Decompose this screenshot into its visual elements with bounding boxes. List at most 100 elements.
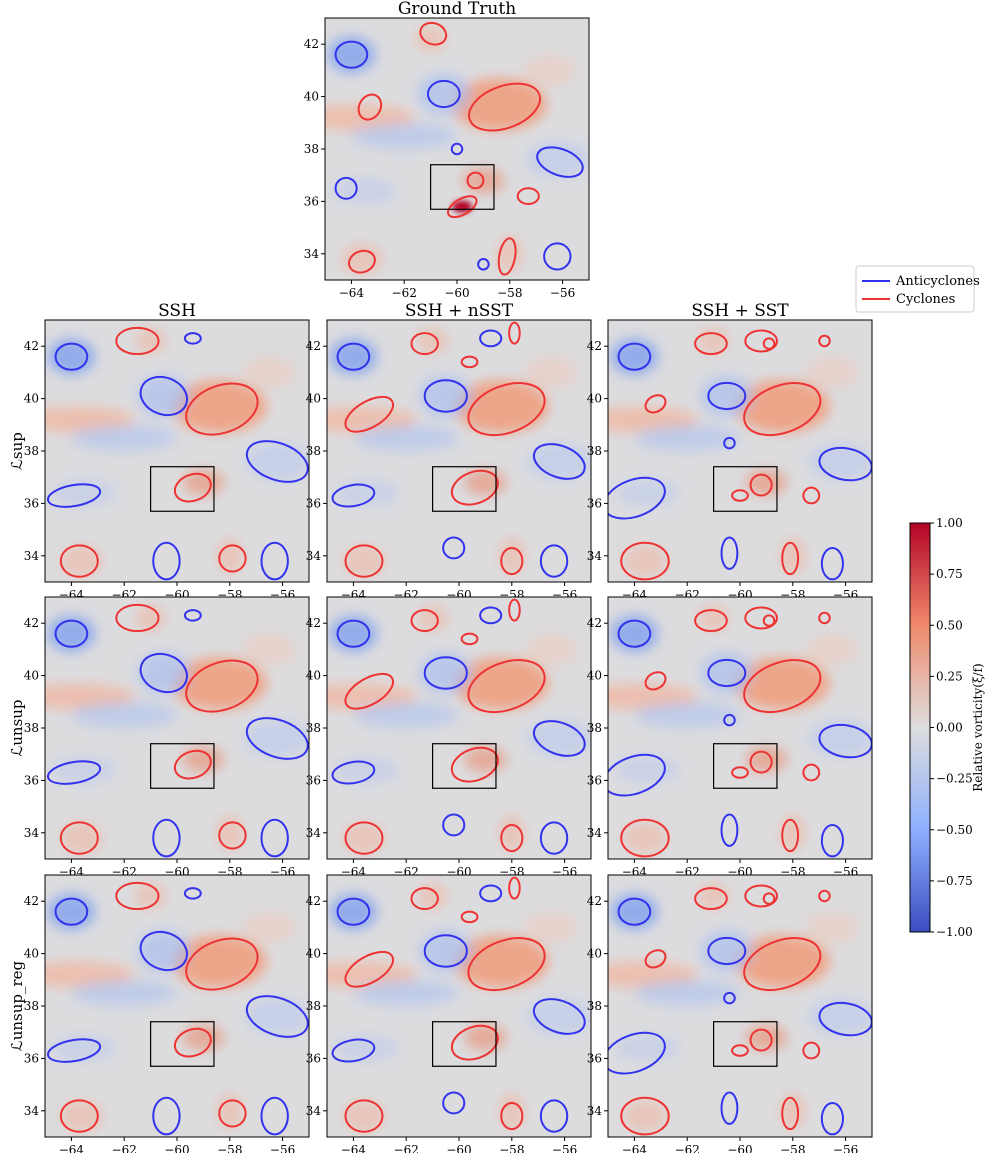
inset-box bbox=[150, 1021, 215, 1067]
x-tick-label: −56 bbox=[270, 1143, 295, 1153]
x-tick-label: −58 bbox=[499, 1143, 524, 1153]
anticyclone-contour bbox=[543, 242, 572, 271]
inset-box bbox=[712, 743, 778, 789]
anticyclone-contour bbox=[260, 1096, 289, 1136]
y-tick-label: 36 bbox=[304, 194, 319, 208]
x-tick-label: −64 bbox=[339, 286, 365, 300]
x-tick-label: −56 bbox=[552, 1143, 577, 1153]
cyclone-contour bbox=[218, 821, 247, 850]
anticyclone-contour bbox=[450, 142, 464, 156]
y-tick-label: 36 bbox=[24, 496, 39, 510]
cyclone-contour bbox=[344, 672, 395, 710]
anticyclone-contour bbox=[617, 619, 652, 648]
anticyclone-contour bbox=[707, 936, 747, 966]
y-tick-label: 40 bbox=[24, 392, 39, 406]
x-tick-label: −58 bbox=[497, 286, 522, 300]
x-tick-label: −60 bbox=[727, 1143, 752, 1153]
anticyclone-contour bbox=[532, 720, 586, 757]
anticyclone-contour bbox=[479, 329, 503, 348]
anticyclone-contour bbox=[331, 1038, 376, 1063]
anticyclone-contour bbox=[479, 606, 503, 625]
cyclone-contour bbox=[344, 950, 395, 988]
cyclone-contour bbox=[460, 632, 479, 646]
y-tick-label: 34 bbox=[304, 247, 320, 261]
inset-box bbox=[712, 466, 778, 512]
x-tick-label: −62 bbox=[112, 1143, 137, 1153]
y-tick-label: 40 bbox=[306, 669, 321, 683]
y-tick-label: 42 bbox=[304, 37, 319, 51]
cyclone-contour bbox=[508, 876, 521, 900]
cyclone-contour bbox=[348, 249, 376, 274]
y-tick-label: 34 bbox=[306, 1104, 322, 1118]
cyclone-contour bbox=[749, 1028, 773, 1052]
cyclone-contour bbox=[802, 763, 821, 782]
x-tick-label: −62 bbox=[394, 1143, 419, 1153]
anticyclone-contour bbox=[532, 998, 586, 1035]
y-tick-label: 42 bbox=[306, 616, 321, 630]
y-tick-label: 36 bbox=[306, 773, 321, 787]
vorticity-field bbox=[327, 320, 591, 582]
cyclone-contour bbox=[218, 1099, 247, 1128]
colorbar-tick-label: 1.00 bbox=[936, 516, 963, 530]
cyclone-contour bbox=[466, 171, 485, 190]
cyclone-contour bbox=[744, 606, 778, 630]
cyclone-contour bbox=[743, 659, 822, 714]
colorbar-tick-label: −0.50 bbox=[936, 823, 973, 837]
y-tick-label: 40 bbox=[306, 392, 321, 406]
cyclone-contour bbox=[802, 1041, 821, 1060]
cyclone-contour bbox=[185, 659, 259, 713]
cyclone-contour bbox=[802, 486, 821, 505]
anticyclone-contour bbox=[820, 1101, 844, 1136]
anticyclone-contour bbox=[720, 1091, 739, 1125]
cyclone-contour bbox=[344, 544, 384, 578]
y-tick-label: 42 bbox=[24, 894, 39, 908]
anticyclone-contour bbox=[54, 342, 89, 371]
y-tick-label: 38 bbox=[24, 444, 39, 458]
panel-8: −64 −62 −60 −58 −56 42 40 38 36 34 bbox=[306, 874, 592, 1153]
cyclone-contour bbox=[762, 614, 776, 627]
y-tick-label: 42 bbox=[587, 894, 602, 908]
cyclone-contour bbox=[460, 910, 479, 924]
cyclone-contour bbox=[694, 609, 728, 633]
cyclone-contour bbox=[59, 1099, 99, 1133]
y-tick-label: 38 bbox=[306, 444, 321, 458]
inset-box bbox=[430, 164, 495, 210]
anticyclone-contour bbox=[152, 1096, 181, 1136]
cyclone-contour bbox=[185, 382, 259, 436]
anticyclone-contour bbox=[139, 375, 188, 417]
anticyclone-contour bbox=[336, 897, 371, 926]
y-tick-label: 40 bbox=[587, 669, 602, 683]
colorbar-label: Relative vorticity(ξ/f) bbox=[971, 663, 985, 792]
anticyclone-contour bbox=[608, 753, 666, 797]
anticyclone-contour bbox=[245, 440, 309, 483]
vorticity-field bbox=[327, 875, 591, 1137]
cyclone-contour bbox=[419, 21, 448, 46]
cyclone-contour bbox=[410, 887, 439, 911]
y-tick-label: 40 bbox=[24, 947, 39, 961]
panel-title: SSH + nSST bbox=[405, 301, 514, 321]
cyclone-contour bbox=[115, 603, 160, 633]
legend-label: Anticyclones bbox=[895, 274, 980, 289]
legend-box bbox=[855, 265, 975, 313]
y-tick-label: 38 bbox=[24, 999, 39, 1013]
x-tick-label: −60 bbox=[446, 1143, 471, 1153]
y-tick-label: 36 bbox=[306, 1051, 321, 1065]
row-label: ℒunsup bbox=[8, 699, 26, 756]
anticyclone-contour bbox=[46, 483, 102, 508]
cyclone-contour bbox=[762, 892, 776, 905]
cyclone-contour bbox=[357, 93, 383, 121]
cyclone-contour bbox=[694, 887, 728, 911]
y-tick-label: 36 bbox=[587, 773, 602, 787]
y-tick-label: 38 bbox=[587, 999, 602, 1013]
vorticity-field bbox=[327, 597, 591, 859]
legend: Anticyclones Cyclones bbox=[855, 265, 980, 313]
anticyclone-contour bbox=[334, 176, 358, 200]
cyclone-contour bbox=[500, 823, 524, 853]
colorbar: 1.00 0.75 0.50 0.25 0.00 −0.25 −0.50 −0.75 −1.00… bbox=[909, 516, 985, 939]
y-tick-label: 42 bbox=[306, 339, 321, 353]
cyclone-contour bbox=[500, 546, 524, 576]
anticyclone-contour bbox=[707, 658, 747, 688]
y-tick-label: 34 bbox=[306, 826, 322, 840]
anticyclone-contour bbox=[331, 760, 376, 785]
